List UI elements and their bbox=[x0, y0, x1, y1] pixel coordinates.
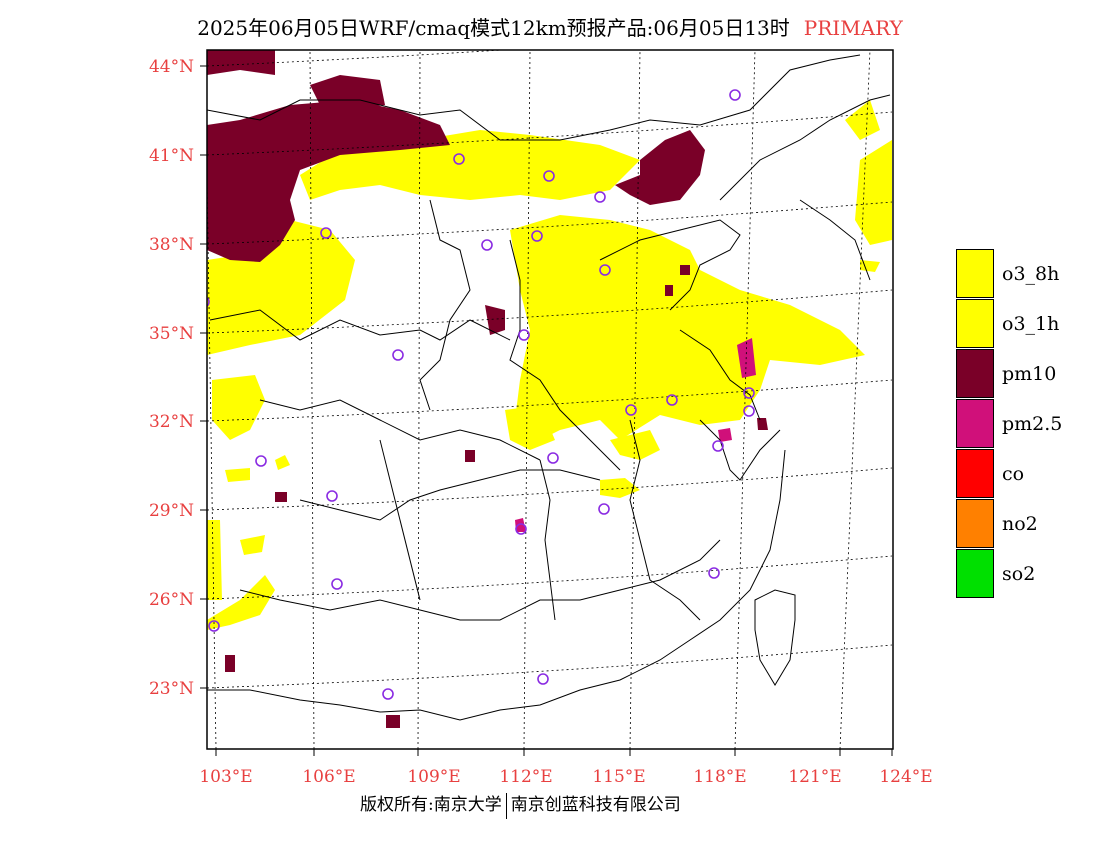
legend-swatch bbox=[956, 499, 994, 548]
station-markers bbox=[207, 89, 755, 700]
lat-label-41: 41°N bbox=[149, 146, 194, 166]
lon-label-118: 118°E bbox=[693, 767, 746, 787]
latitude-labels: 44°N 41°N 38°N 35°N 32°N 29°N 26°N 23°N bbox=[149, 57, 194, 699]
tick-marks bbox=[200, 65, 893, 756]
copyright-footer: 版权所有:南京大学 南京创蓝科技有限公司 bbox=[360, 790, 681, 819]
legend-swatch bbox=[956, 249, 994, 298]
graticule bbox=[207, 50, 893, 749]
map-frame bbox=[206, 49, 894, 750]
title-text: 2025年06月05日WRF/cmaq模式12km预报产品:06月05日13时 bbox=[197, 16, 790, 40]
boundary-lines bbox=[207, 54, 891, 721]
lon-label-121: 121°E bbox=[788, 767, 841, 787]
legend-label: pm2.5 bbox=[1002, 413, 1063, 435]
lat-label-23: 23°N bbox=[149, 679, 194, 699]
copyright-right: 南京创蓝科技有限公司 bbox=[510, 795, 681, 815]
lon-label-124: 124°E bbox=[879, 767, 932, 787]
longitude-labels: 103°E 106°E 109°E 112°E 115°E 118°E 121°… bbox=[199, 767, 932, 787]
lon-label-106: 106°E bbox=[302, 767, 355, 787]
legend-label: o3_1h bbox=[1002, 313, 1060, 335]
legend-label: co bbox=[1002, 463, 1025, 485]
legend-label: o3_8h bbox=[1002, 263, 1060, 285]
primary-tag: PRIMARY bbox=[803, 16, 903, 40]
legend-swatch bbox=[956, 549, 994, 598]
lon-label-112: 112°E bbox=[499, 767, 552, 787]
legend-label: pm10 bbox=[1002, 363, 1057, 385]
legend-label: so2 bbox=[1002, 563, 1036, 585]
lat-label-32: 32°N bbox=[149, 412, 194, 432]
legend-swatch bbox=[956, 349, 994, 398]
map-title: 2025年06月05日WRF/cmaq模式12km预报产品:06月05日13时 P… bbox=[0, 12, 1100, 41]
o3-regions bbox=[207, 100, 892, 630]
lat-label-29: 29°N bbox=[149, 501, 194, 521]
footer-separator bbox=[505, 792, 507, 819]
lon-label-115: 115°E bbox=[592, 767, 645, 787]
legend-label: no2 bbox=[1002, 513, 1038, 535]
lat-label-44: 44°N bbox=[149, 57, 194, 77]
legend-swatch bbox=[956, 299, 994, 348]
legend-swatch bbox=[956, 399, 994, 448]
copyright-left: 版权所有:南京大学 bbox=[360, 795, 502, 815]
lat-label-26: 26°N bbox=[149, 590, 194, 610]
lat-label-38: 38°N bbox=[149, 235, 194, 255]
lon-label-103: 103°E bbox=[199, 767, 252, 787]
pm10-regions bbox=[207, 50, 768, 728]
lon-label-109: 109°E bbox=[407, 767, 460, 787]
lat-label-35: 35°N bbox=[149, 324, 194, 344]
legend-swatch bbox=[956, 449, 994, 498]
map-content bbox=[207, 50, 893, 749]
